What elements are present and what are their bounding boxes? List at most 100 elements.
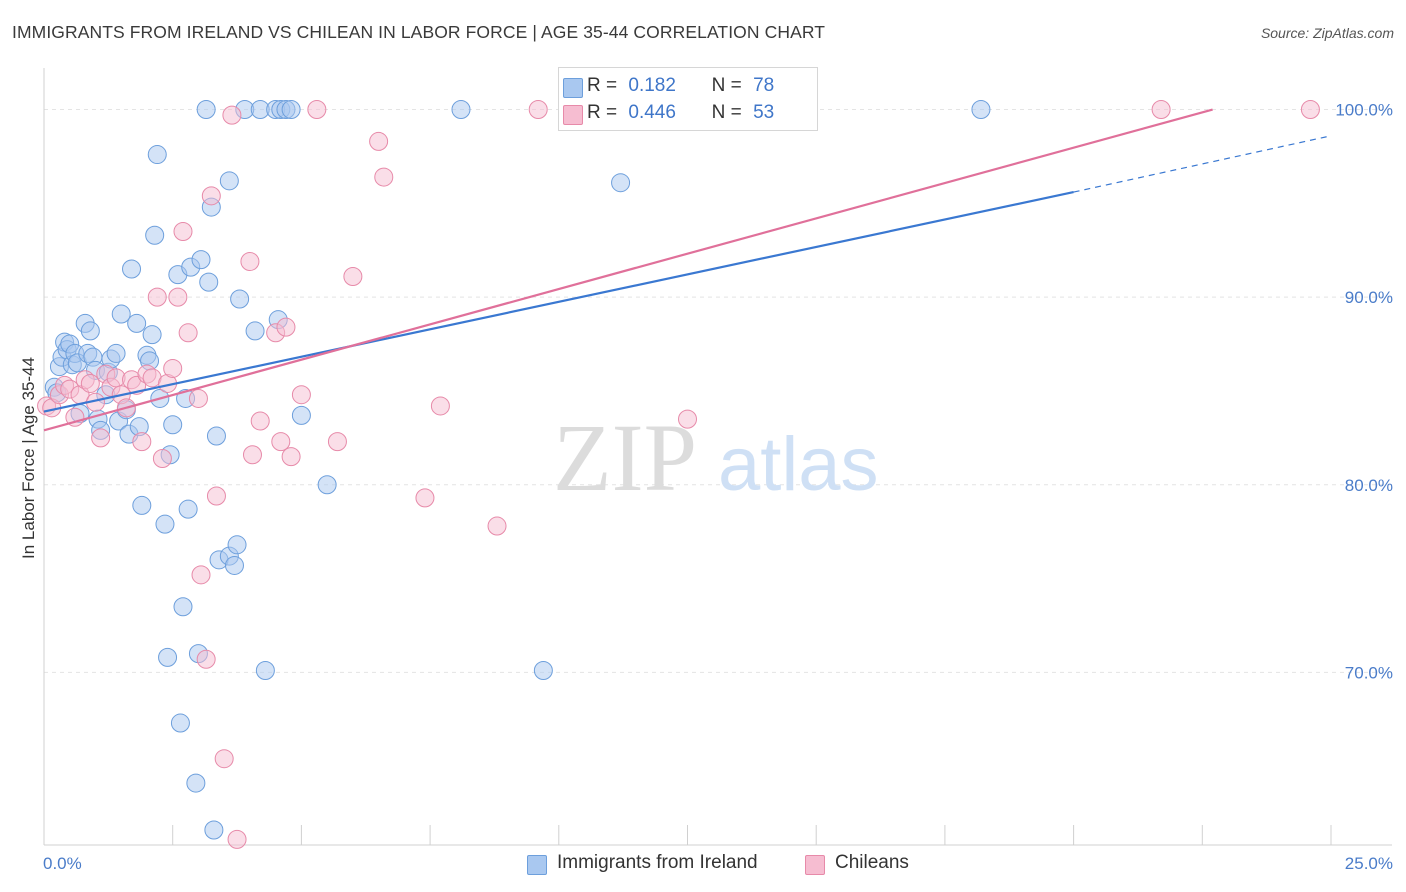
legend-r-label: R =	[587, 102, 618, 123]
ireland-point	[533, 661, 553, 681]
ireland-point	[173, 597, 193, 617]
ireland-point	[224, 555, 244, 575]
legend-row-chileans: R = 0.446 N = 53	[563, 102, 775, 126]
ireland-point	[170, 713, 190, 733]
legend-n-label: N =	[711, 102, 742, 123]
y-tick-labels: 70.0% 80.0% 90.0% 100.0%	[1335, 101, 1393, 683]
y-axis-label: In Labor Force | Age 35-44	[19, 357, 38, 559]
x-tick-label: 25.0%	[1345, 854, 1393, 873]
legend-n-value: 78	[753, 75, 775, 96]
legend-n-value: 53	[753, 102, 775, 123]
ireland-point	[163, 415, 183, 435]
chilean-point	[678, 409, 697, 429]
ireland-point	[451, 100, 471, 120]
watermark-zip: ZIP	[553, 404, 697, 511]
chileans-trend-line	[43, 108, 1213, 432]
ireland-point	[142, 325, 162, 345]
x-tick-labels: 0.0% 25.0%	[43, 854, 1393, 873]
chilean-point	[271, 432, 291, 452]
legend-r-label: R =	[587, 75, 618, 96]
chilean-point	[415, 488, 435, 508]
legend-r-value: 0.182	[628, 75, 676, 96]
chilean-point	[163, 358, 183, 378]
ireland-point	[178, 499, 198, 519]
chilean-point	[327, 432, 347, 452]
legend-swatch-pink	[563, 105, 583, 125]
y-tick-label: 70.0%	[1345, 663, 1393, 682]
chilean-point	[214, 749, 234, 769]
ireland-point	[186, 773, 206, 793]
ireland-point	[199, 272, 219, 292]
chilean-point	[201, 186, 221, 206]
chilean-point	[1151, 100, 1171, 120]
chilean-point	[276, 317, 296, 337]
grid-lines	[44, 109, 1392, 673]
legend-row-ireland: R = 0.182 N = 78	[563, 75, 775, 99]
ireland-point	[155, 514, 175, 534]
series-legend-label: Chileans	[835, 852, 909, 873]
chilean-point	[91, 428, 111, 448]
y-tick-label: 90.0%	[1345, 288, 1393, 307]
ireland-point	[204, 820, 224, 840]
y-tick-label: 100.0%	[1335, 101, 1393, 120]
ireland-point	[230, 289, 250, 309]
correlation-legend: R = 0.182 N = 78 R = 0.446 N = 53	[558, 67, 818, 131]
ireland-point	[317, 475, 337, 495]
chilean-point	[487, 516, 507, 536]
legend-swatch-blue	[563, 78, 583, 98]
ireland-point	[219, 171, 239, 191]
x-tick-label: 0.0%	[43, 854, 82, 873]
chilean-point	[281, 447, 301, 467]
chilean-point	[196, 649, 216, 669]
ireland-point	[281, 100, 301, 120]
series-legend-label: Immigrants from Ireland	[557, 852, 758, 873]
legend-r-value: 0.446	[628, 102, 676, 123]
chilean-point	[80, 373, 100, 393]
chilean-point	[188, 388, 208, 408]
ireland-point	[291, 405, 311, 425]
legend-n-label: N =	[711, 75, 742, 96]
chilean-point	[178, 323, 198, 343]
ireland-trend-line	[43, 191, 1074, 413]
chilean-point	[222, 105, 242, 125]
ireland-point	[132, 495, 152, 515]
ireland-point	[122, 259, 142, 279]
chilean-point	[227, 829, 247, 849]
chilean-point	[528, 100, 548, 120]
ireland-point	[127, 313, 147, 333]
ireland-point	[206, 426, 226, 446]
series-swatch-pink	[805, 855, 825, 875]
ireland-point	[196, 100, 216, 120]
chilean-point	[168, 287, 188, 307]
ireland-point	[111, 304, 131, 324]
ireland-point	[227, 535, 247, 555]
series-swatch-blue	[527, 855, 547, 875]
chilean-point	[132, 432, 152, 452]
series-chileans-points	[37, 100, 1320, 849]
chilean-point	[374, 167, 394, 187]
chilean-point	[206, 486, 226, 506]
chilean-point	[242, 445, 262, 465]
ireland-point	[80, 321, 100, 341]
chilean-point	[250, 411, 270, 431]
ireland-point	[145, 225, 165, 245]
ireland-point	[191, 250, 211, 270]
chilean-point	[430, 396, 450, 416]
chilean-point	[343, 267, 363, 287]
ireland-point	[245, 321, 265, 341]
chilean-point	[291, 385, 311, 405]
chilean-point	[1300, 100, 1320, 120]
chilean-point	[369, 131, 389, 151]
chilean-point	[173, 221, 193, 241]
ireland-point	[158, 647, 178, 667]
axes	[43, 68, 1392, 846]
chilean-point	[240, 251, 260, 271]
ireland-point	[971, 100, 991, 120]
chilean-point	[307, 100, 327, 120]
ireland-point	[147, 145, 167, 165]
trend-lines	[43, 108, 1332, 432]
series-legend: Immigrants from Ireland Chileans	[0, 852, 1406, 878]
watermark-atlas: atlas	[718, 422, 879, 507]
ireland-point	[255, 661, 275, 681]
